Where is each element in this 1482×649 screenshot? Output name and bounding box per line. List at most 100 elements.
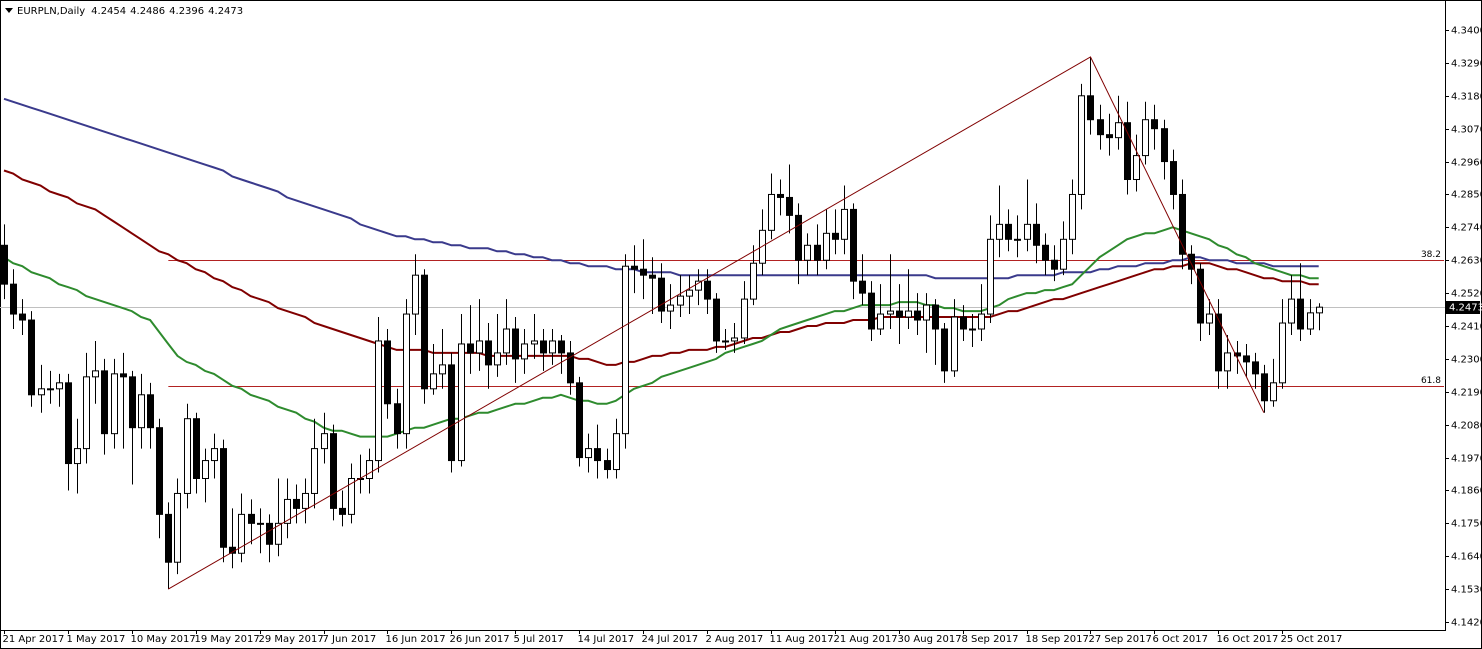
candle-body bbox=[750, 262, 757, 300]
candle-body bbox=[1188, 253, 1195, 270]
candle-body bbox=[65, 382, 72, 465]
y-tick-label: 4.1750 bbox=[1451, 519, 1482, 530]
candle-body bbox=[1097, 119, 1104, 136]
candle-body bbox=[174, 492, 181, 563]
candle-body bbox=[1170, 161, 1177, 195]
candle-body bbox=[83, 376, 90, 450]
y-tick-label: 4.1970 bbox=[1451, 454, 1482, 465]
high-value: 4.2486 bbox=[130, 6, 165, 17]
y-tick-label: 4.2190 bbox=[1451, 388, 1482, 399]
candle-body bbox=[403, 313, 410, 435]
candle-body bbox=[996, 223, 1003, 240]
candle-body bbox=[1234, 352, 1241, 357]
candle-body bbox=[795, 214, 802, 261]
menu-triangle[interactable] bbox=[5, 8, 13, 13]
y-tick-label: 4.3290 bbox=[1451, 59, 1482, 70]
candle-body bbox=[731, 337, 738, 342]
candle-body bbox=[1215, 313, 1222, 372]
candle-body bbox=[521, 343, 528, 360]
candle-body bbox=[92, 370, 99, 378]
price-tag bbox=[1446, 301, 1480, 314]
y-tick-label: 4.3400 bbox=[1451, 26, 1482, 37]
x-tick-label: 29 May 2017 bbox=[259, 634, 324, 645]
candle-body bbox=[184, 418, 191, 494]
candle-body bbox=[923, 304, 930, 321]
candle-body bbox=[768, 193, 775, 231]
candle-body bbox=[1060, 238, 1067, 270]
low-value: 4.2396 bbox=[169, 6, 204, 17]
trend-line bbox=[168, 56, 1265, 590]
candle-body bbox=[531, 340, 538, 345]
candle-body bbox=[1069, 193, 1076, 240]
moving-average bbox=[3, 169, 1319, 366]
candle-body bbox=[649, 274, 656, 279]
y-tick-label: 4.3180 bbox=[1451, 92, 1482, 103]
y-tick-label: 4.2300 bbox=[1451, 355, 1482, 366]
x-tick-label: 19 May 2017 bbox=[195, 634, 260, 645]
candle-body bbox=[421, 274, 428, 390]
candle-body bbox=[1270, 382, 1277, 402]
candle-body bbox=[366, 460, 373, 480]
candle-body bbox=[165, 513, 172, 563]
candle-body bbox=[549, 340, 556, 354]
candle-body bbox=[667, 304, 674, 312]
x-tick-label: 5 Jul 2017 bbox=[514, 634, 564, 645]
candle-body bbox=[978, 313, 985, 330]
candle-body bbox=[1288, 298, 1295, 324]
candle-body bbox=[56, 382, 63, 390]
y-tick-label: 4.1640 bbox=[1451, 552, 1482, 563]
candle-body bbox=[804, 244, 811, 261]
candle-body bbox=[485, 340, 492, 366]
fib-level-label: 61.8 bbox=[1421, 376, 1441, 386]
candle-body bbox=[1014, 238, 1021, 241]
candle-body bbox=[1279, 322, 1286, 384]
y-tick-label: 4.2410 bbox=[1451, 322, 1482, 333]
candle-body bbox=[394, 403, 401, 435]
candle-body bbox=[987, 238, 994, 315]
candle-body bbox=[786, 196, 793, 216]
candle-body bbox=[960, 316, 967, 330]
x-tick-label: 8 Sep 2017 bbox=[962, 634, 1019, 645]
candle-body bbox=[257, 522, 264, 525]
x-tick-label: 24 Jul 2017 bbox=[642, 634, 699, 645]
y-tick-label: 4.2520 bbox=[1451, 289, 1482, 300]
candle-body bbox=[220, 448, 227, 548]
x-tick-label: 21 Apr 2017 bbox=[3, 634, 65, 645]
x-tick-label: 26 Jun 2017 bbox=[450, 634, 510, 645]
candle-body bbox=[248, 513, 255, 524]
candle-body bbox=[1033, 223, 1040, 246]
x-tick-label: 10 May 2017 bbox=[131, 634, 196, 645]
candle-body bbox=[339, 507, 346, 515]
candle-body bbox=[1224, 352, 1231, 372]
candle-body bbox=[19, 313, 26, 321]
candle-body bbox=[722, 340, 729, 343]
candle-body bbox=[467, 343, 474, 354]
candle-body bbox=[1297, 298, 1304, 330]
candle-body bbox=[193, 418, 200, 480]
candle-body bbox=[302, 492, 309, 509]
candle-body bbox=[1179, 193, 1186, 255]
candle-body bbox=[540, 340, 547, 354]
chart-header: EURPLN,Daily 4.2454 4.2486 4.2396 4.2473 bbox=[17, 6, 243, 17]
y-tick-label: 4.1860 bbox=[1451, 486, 1482, 497]
candle-body bbox=[941, 328, 948, 372]
x-tick-label: 1 May 2017 bbox=[67, 634, 126, 645]
candle-body bbox=[1197, 268, 1204, 324]
candle-body bbox=[1124, 122, 1131, 181]
y-tick-label: 4.1420 bbox=[1451, 618, 1482, 629]
y-tick-label: 4.1530 bbox=[1451, 585, 1482, 596]
candle-body bbox=[585, 448, 592, 459]
x-tick-label: 7 Jun 2017 bbox=[323, 634, 377, 645]
candle-body bbox=[375, 340, 382, 462]
x-tick-label: 21 Aug 2017 bbox=[834, 634, 898, 645]
candle-body bbox=[476, 340, 483, 354]
candle-body bbox=[704, 280, 711, 300]
candle-body bbox=[567, 352, 574, 384]
candle-body bbox=[348, 478, 355, 515]
candle-body bbox=[594, 448, 601, 462]
candle-body bbox=[293, 498, 300, 509]
candle-body bbox=[1151, 119, 1158, 130]
candle-body bbox=[448, 364, 455, 462]
candle-body bbox=[1161, 128, 1168, 163]
open-value: 4.2454 bbox=[91, 6, 126, 17]
